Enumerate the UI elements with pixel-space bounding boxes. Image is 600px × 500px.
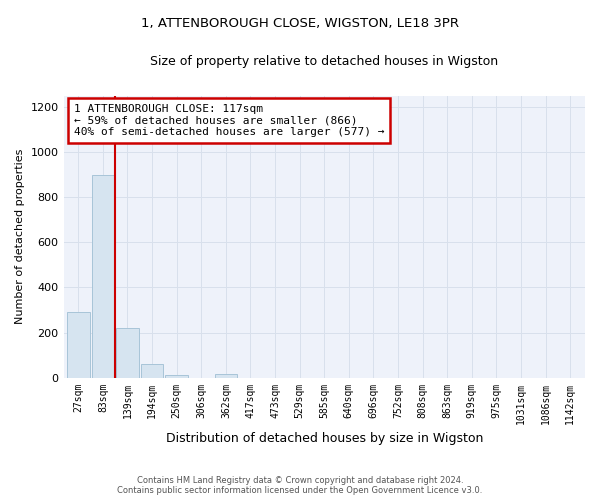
X-axis label: Distribution of detached houses by size in Wigston: Distribution of detached houses by size … — [166, 432, 483, 445]
Bar — [67, 312, 89, 378]
Bar — [166, 376, 188, 378]
Text: Contains HM Land Registry data © Crown copyright and database right 2024.
Contai: Contains HM Land Registry data © Crown c… — [118, 476, 482, 495]
Y-axis label: Number of detached properties: Number of detached properties — [15, 149, 25, 324]
Title: Size of property relative to detached houses in Wigston: Size of property relative to detached ho… — [150, 55, 499, 68]
Bar — [215, 374, 237, 378]
Bar — [92, 174, 114, 378]
Text: 1, ATTENBOROUGH CLOSE, WIGSTON, LE18 3PR: 1, ATTENBOROUGH CLOSE, WIGSTON, LE18 3PR — [141, 18, 459, 30]
Bar — [116, 328, 139, 378]
Bar — [141, 364, 163, 378]
Text: 1 ATTENBOROUGH CLOSE: 117sqm
← 59% of detached houses are smaller (866)
40% of s: 1 ATTENBOROUGH CLOSE: 117sqm ← 59% of de… — [74, 104, 385, 137]
